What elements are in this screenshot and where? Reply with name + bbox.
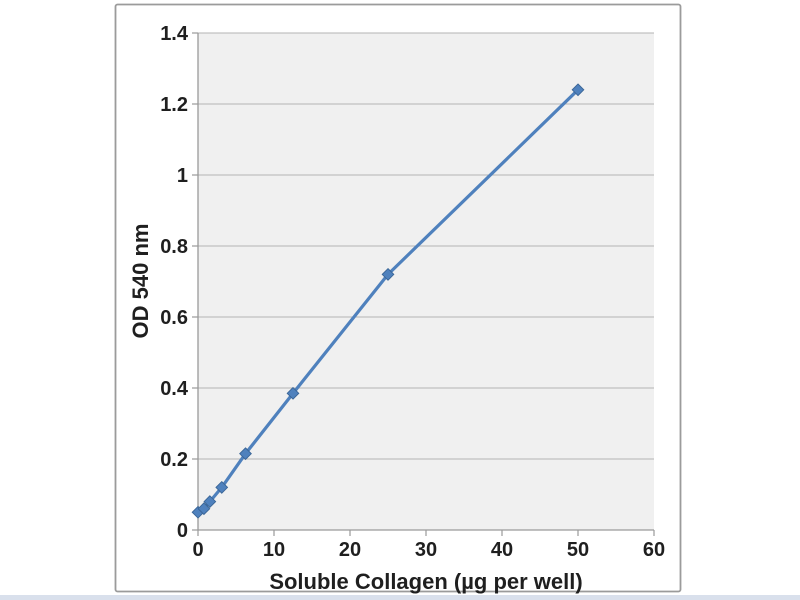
data-point-marker bbox=[203, 495, 217, 509]
y-tick-label: 1.2 bbox=[160, 94, 188, 116]
y-tick-label: 1 bbox=[177, 165, 188, 187]
plot-area bbox=[198, 33, 654, 530]
y-tick-label: 0 bbox=[177, 520, 188, 542]
x-tick-label: 30 bbox=[415, 539, 437, 561]
x-tick-label: 10 bbox=[263, 539, 285, 561]
data-point-marker bbox=[197, 502, 211, 516]
data-point-marker bbox=[571, 83, 585, 97]
x-tick-label: 50 bbox=[567, 539, 589, 561]
x-axis-title: Soluble Collagen (µg per well) bbox=[269, 569, 582, 594]
data-point-marker bbox=[239, 447, 252, 461]
x-tick-label: 20 bbox=[339, 539, 361, 561]
x-tick-label: 40 bbox=[491, 539, 513, 561]
data-point-marker bbox=[286, 386, 300, 400]
x-tick-label: 0 bbox=[192, 539, 203, 561]
y-tick-label: 0.6 bbox=[160, 307, 188, 329]
y-tick-label: 0.2 bbox=[160, 449, 188, 471]
y-axis-title: OD 540 nm bbox=[128, 224, 153, 339]
y-tick-label: 1.4 bbox=[160, 23, 189, 45]
data-point-marker bbox=[215, 480, 229, 494]
y-tick-label: 0.4 bbox=[160, 378, 189, 400]
y-tick-label: 0.8 bbox=[160, 236, 188, 258]
x-tick-label: 60 bbox=[643, 539, 665, 561]
data-point-marker bbox=[381, 267, 395, 281]
plot-layer: 0 0.2 0.4 0.6 0.8 1 1.2 1.4 0 10 20 30 40 50 60 bbox=[160, 23, 665, 561]
bottom-strip bbox=[0, 595, 800, 600]
